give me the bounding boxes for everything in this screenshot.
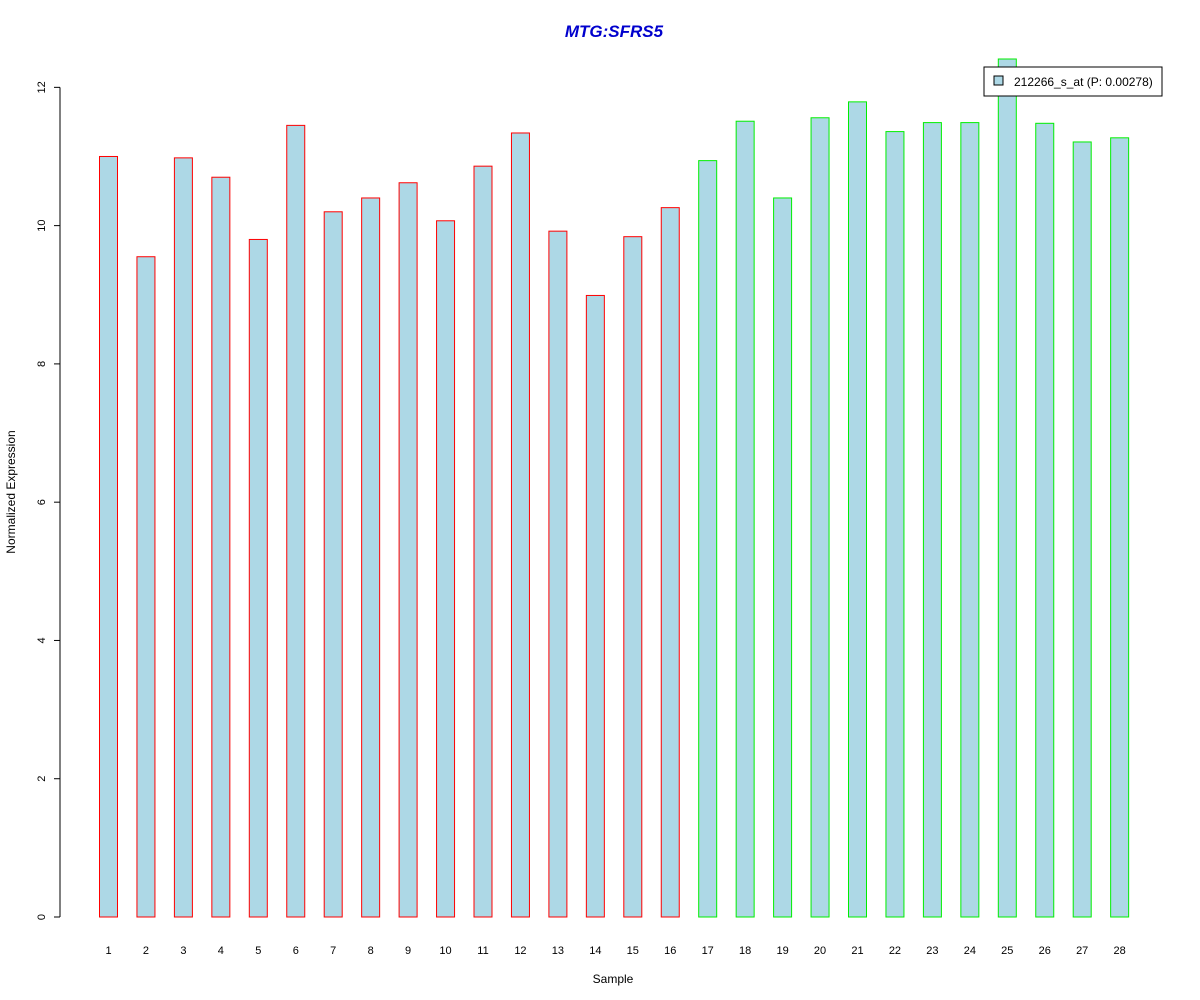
x-tick-label: 16: [664, 945, 676, 957]
x-tick-label: 14: [589, 945, 601, 957]
x-tick-label: 20: [814, 945, 826, 957]
bar: [1110, 137, 1130, 918]
legend: 212266_s_at (P: 0.00278): [983, 66, 1163, 97]
x-tick-labels: 1 2 3 4 5 6 7 8 9 10 11 12 13 14 15 16 17 18 19 20 21 22 23 24 2…: [105, 945, 1125, 957]
x-tick-label: 25: [1001, 945, 1013, 957]
x-tick-label: 12: [514, 945, 526, 957]
y-axis-label: Normalized Expression: [4, 430, 18, 553]
x-tick-label: 10: [439, 945, 451, 957]
bar: [848, 101, 867, 918]
x-tick-label: 1: [105, 945, 111, 957]
bar: [510, 132, 530, 918]
legend-label: 212266_s_at (P: 0.00278): [1014, 75, 1153, 89]
x-tick-label: 7: [330, 945, 336, 957]
y-tick-label: 10: [36, 219, 48, 231]
bar: [99, 155, 118, 918]
x-tick-label: 19: [776, 945, 788, 957]
x-tick-label: 2: [143, 945, 149, 957]
bar: [885, 131, 905, 918]
bar: [398, 182, 418, 918]
bar: [922, 122, 942, 918]
x-tick-label: 3: [180, 945, 186, 957]
bar: [660, 207, 680, 918]
x-tick-label: 26: [1039, 945, 1051, 957]
x-tick-label: 27: [1076, 945, 1088, 957]
bar: [997, 58, 1017, 918]
bar: [773, 197, 793, 918]
x-tick-label: 9: [405, 945, 411, 957]
x-tick-label: 18: [739, 945, 751, 957]
bar: [960, 122, 980, 918]
y-tick-label: 4: [36, 637, 48, 643]
bar: [248, 238, 268, 918]
y-axis: 0 2 4 6 8 10 12: [36, 81, 61, 920]
x-tick-label: 8: [368, 945, 374, 957]
bars-group: [99, 58, 1130, 918]
y-tick-label: 2: [36, 776, 48, 782]
bar: [323, 211, 343, 918]
bar: [211, 176, 231, 918]
x-tick-label: 6: [293, 945, 299, 957]
bar: [286, 124, 306, 918]
bar: [136, 256, 156, 918]
bar: [436, 220, 456, 918]
bar: [1035, 122, 1055, 918]
y-tick-label: 0: [36, 914, 48, 920]
x-tick-label: 21: [851, 945, 863, 957]
bar: [173, 157, 193, 918]
x-axis-label: Sample: [593, 972, 634, 986]
x-tick-label: 22: [889, 945, 901, 957]
x-tick-label: 15: [627, 945, 639, 957]
bar: [698, 160, 718, 918]
x-tick-label: 28: [1114, 945, 1126, 957]
y-tick-label: 8: [36, 361, 48, 367]
legend-swatch: [993, 75, 1004, 86]
chart-title: MTG:SFRS5: [565, 22, 664, 41]
x-tick-label: 13: [552, 945, 564, 957]
bar: [473, 165, 493, 918]
bar: [735, 120, 755, 918]
bar: [810, 117, 830, 918]
bar: [1072, 141, 1092, 918]
x-tick-label: 17: [702, 945, 714, 957]
legend-box: [983, 66, 1163, 97]
bar: [623, 236, 643, 918]
x-tick-label: 24: [964, 945, 976, 957]
y-tick-label: 6: [36, 499, 48, 505]
x-tick-label: 5: [255, 945, 261, 957]
x-tick-label: 23: [926, 945, 938, 957]
bar: [548, 230, 568, 918]
bar: [585, 294, 605, 918]
bar: [361, 197, 381, 918]
x-tick-label: 11: [477, 945, 488, 957]
x-tick-label: 4: [218, 945, 224, 957]
y-tick-label: 12: [36, 81, 48, 93]
